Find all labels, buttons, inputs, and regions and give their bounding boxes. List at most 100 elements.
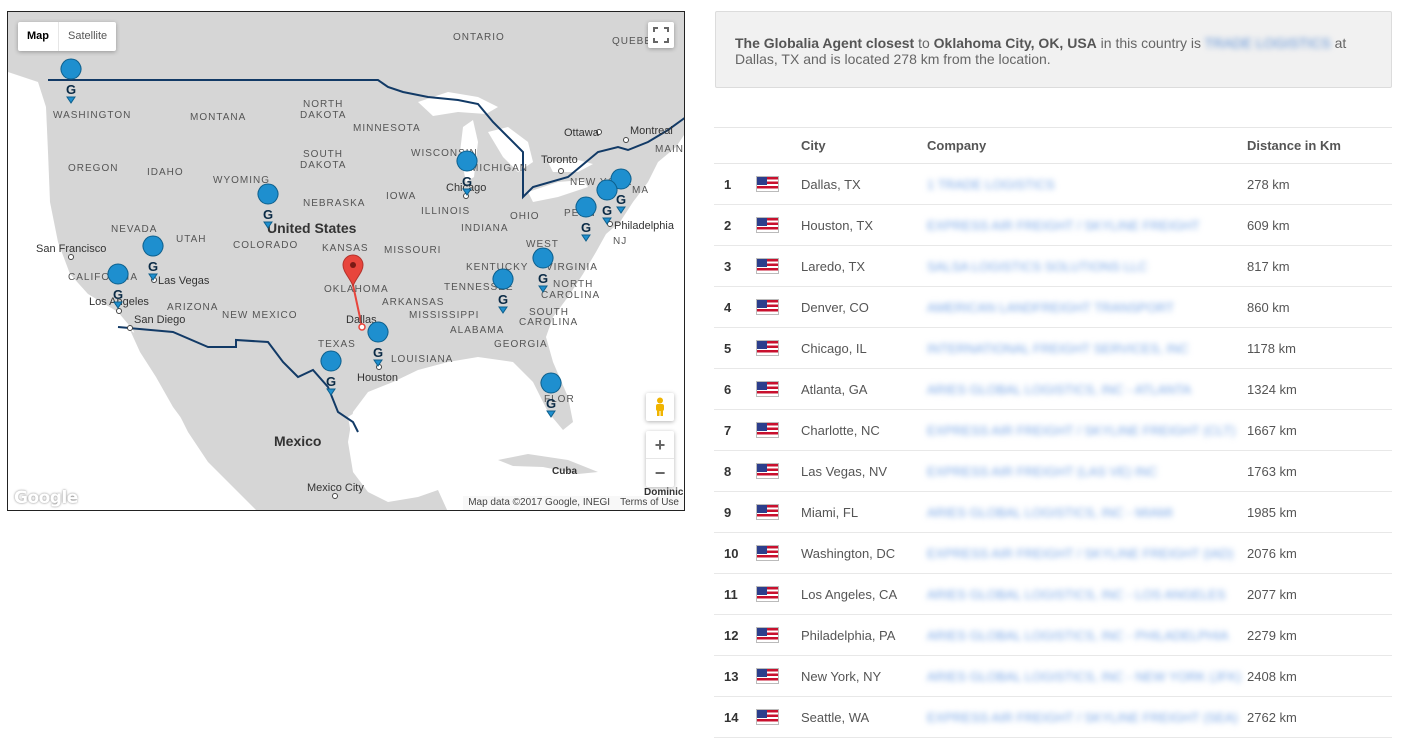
header-rank: [714, 127, 756, 164]
map-view-button[interactable]: Map: [18, 22, 59, 51]
agent-marker-icon[interactable]: G: [492, 268, 514, 314]
fullscreen-button[interactable]: [648, 22, 674, 48]
marker-glyph: G: [498, 292, 508, 307]
map-label: NEVADA: [111, 224, 157, 235]
map-label: NORTH: [303, 99, 343, 110]
agent-marker-icon[interactable]: G: [107, 263, 129, 309]
agent-marker-icon[interactable]: G: [142, 235, 164, 281]
row-rank: 12: [714, 614, 756, 656]
map-label: CAROLINA: [541, 290, 600, 301]
company-link[interactable]: EXPRESS AIR FREIGHT / SKYLINE FREIGHT (C…: [927, 422, 1236, 438]
street-view-pegman-button[interactable]: [646, 393, 674, 421]
company-link[interactable]: ARIES GLOBAL LOGISTICS, INC - NEW YORK (…: [927, 668, 1242, 684]
map-attribution: Map data ©2017 Google, INEGI Terms of Us…: [463, 496, 684, 510]
row-city: Chicago, IL: [801, 327, 927, 369]
company-link[interactable]: ARIES GLOBAL LOGISTICS, INC - LOS ANGELE…: [927, 586, 1226, 602]
zoom-control[interactable]: + −: [646, 431, 674, 487]
gulf-of-mexico: [348, 384, 548, 492]
satellite-view-button[interactable]: Satellite: [68, 30, 108, 42]
agent-marker-icon[interactable]: G: [532, 247, 554, 293]
company-link[interactable]: AMERICAN LANDFREIGHT TRANSPORT: [927, 299, 1175, 315]
agent-marker-icon[interactable]: G: [596, 179, 618, 225]
marker-glyph: G: [538, 271, 548, 286]
summary-agent-name[interactable]: TRADE LOGISTICS: [1204, 35, 1331, 51]
summary-lead: The Globalia Agent closest: [735, 35, 915, 51]
row-rank: 11: [714, 573, 756, 615]
map-label: NJ: [613, 236, 627, 247]
agent-marker-icon[interactable]: G: [367, 321, 389, 367]
agent-marker-icon[interactable]: G: [60, 58, 82, 104]
row-distance: 2279 km: [1244, 614, 1392, 656]
table-row: 12 Philadelphia, PA ARIES GLOBAL LOGISTICS…: [714, 614, 1392, 656]
zoom-in-button[interactable]: +: [646, 431, 674, 459]
marker-glyph: G: [66, 82, 76, 97]
map-label: WEST: [526, 239, 559, 250]
route-line: [352, 284, 363, 328]
company-link[interactable]: EXPRESS AIR FREIGHT / SKYLINE FREIGHT (I…: [927, 545, 1234, 561]
origin-pin-icon[interactable]: [342, 254, 364, 288]
company-link[interactable]: ARIES GLOBAL LOGISTICS, INC - ATLANTA: [927, 381, 1192, 397]
row-distance: 2076 km: [1244, 532, 1392, 574]
agent-marker-icon[interactable]: G: [320, 350, 342, 396]
marker-pin-shape: [107, 263, 129, 309]
us-flag-icon: [756, 627, 779, 643]
us-flag-icon: [756, 463, 779, 479]
header-city: City: [801, 127, 927, 164]
agent-marker-icon[interactable]: G: [540, 372, 562, 418]
company-link[interactable]: EXPRESS AIR FREIGHT / SKYLINE FREIGHT (S…: [927, 709, 1238, 725]
map-label: San Francisco: [36, 243, 106, 255]
map-label: FLOR: [544, 394, 575, 405]
row-city: Charlotte, NC: [801, 409, 927, 451]
map-label: MISSISSIPPI: [409, 310, 479, 321]
us-flag-icon: [756, 299, 779, 315]
row-company: ARIES GLOBAL LOGISTICS, INC - LOS ANGELE…: [927, 573, 1244, 615]
marker-pin-shape: [320, 350, 342, 396]
row-flag: [756, 696, 801, 738]
agent-markers[interactable]: G G G G G G G G G G G G G: [60, 58, 632, 418]
row-rank: 3: [714, 245, 756, 287]
us-flag-icon: [756, 668, 779, 684]
great-lakes: [418, 92, 593, 202]
map-canvas[interactable]: ONTARIO QUEBE WASHINGTON MONTANA NORTH D…: [8, 12, 685, 511]
map-label: OHIO: [510, 211, 540, 222]
table-row: 14 Seattle, WA EXPRESS AIR FREIGHT / SKYLI…: [714, 696, 1392, 738]
country-label-mexico: Mexico: [274, 433, 321, 449]
pegman-icon: [656, 397, 664, 416]
terms-of-use-link[interactable]: Terms of Use: [620, 497, 679, 508]
row-company: EXPRESS AIR FREIGHT / SKYLINE FREIGHT (I…: [927, 532, 1244, 574]
map-label: MISSOURI: [384, 245, 441, 256]
company-link[interactable]: INTERNATIONAL FREIGHT SERVICES, INC: [927, 340, 1189, 356]
agent-map[interactable]: ONTARIO QUEBE WASHINGTON MONTANA NORTH D…: [7, 11, 685, 511]
map-label: Montreal: [630, 125, 673, 137]
header-distance: Distance in Km: [1244, 127, 1392, 164]
us-flag-icon: [756, 545, 779, 561]
map-label: ONTARIO: [453, 32, 505, 43]
company-link[interactable]: 1 TRADE LOGISTICS: [927, 176, 1055, 192]
header-flag: [756, 127, 801, 164]
us-flag-icon: [756, 340, 779, 356]
marker-glyph: G: [616, 192, 626, 207]
company-link[interactable]: SALSA LOGISTICS SOLUTIONS LLC: [927, 258, 1148, 274]
zoom-out-button[interactable]: −: [654, 463, 666, 483]
row-distance: 609 km: [1244, 204, 1392, 246]
map-type-toggle[interactable]: Map Satellite: [18, 22, 117, 51]
map-label: MAIN: [655, 144, 684, 155]
company-link[interactable]: ARIES GLOBAL LOGISTICS, INC - MIAMI: [927, 504, 1173, 520]
row-flag: [756, 614, 801, 656]
row-company: AMERICAN LANDFREIGHT TRANSPORT: [927, 286, 1244, 328]
company-link[interactable]: EXPRESS AIR FREIGHT / SKYLINE FREIGHT: [927, 217, 1200, 233]
agent-marker-icon[interactable]: G: [456, 150, 478, 196]
row-company: ARIES GLOBAL LOGISTICS, INC - ATLANTA: [927, 368, 1244, 410]
city-dot-mexico-city: [332, 493, 338, 499]
map-label: CALIFORNIA: [68, 272, 138, 283]
company-link[interactable]: EXPRESS AIR FREIGHT (LAS VE) INC: [927, 463, 1158, 479]
row-rank: 5: [714, 327, 756, 369]
agent-marker-icon[interactable]: G: [257, 183, 279, 229]
agent-marker-icon[interactable]: G: [575, 196, 597, 242]
map-label: Dallas: [346, 314, 377, 326]
agents-table: City Company Distance in Km 1 Dallas, TX 1…: [714, 127, 1392, 738]
closest-agent-summary: The Globalia Agent closest to Oklahoma C…: [715, 11, 1392, 88]
company-link[interactable]: ARIES GLOBAL LOGISTICS, INC - PHILADELPH…: [927, 627, 1229, 643]
marker-pin-shape: [596, 179, 618, 225]
row-distance: 860 km: [1244, 286, 1392, 328]
